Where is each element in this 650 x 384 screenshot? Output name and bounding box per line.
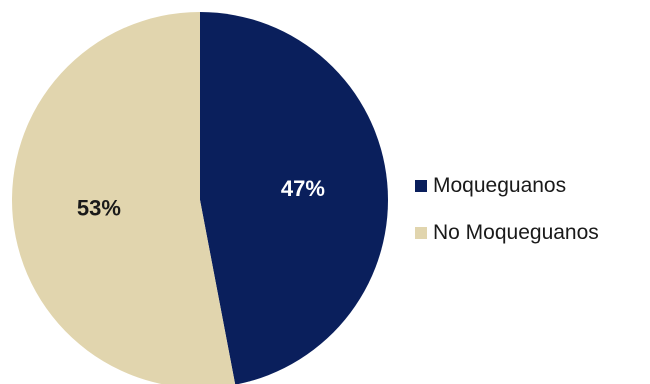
legend-item-moqueguanos: Moqueguanos xyxy=(415,170,599,202)
pie-slices xyxy=(12,12,388,384)
pie-labels: 47% 53% xyxy=(77,176,325,220)
legend-swatch-moqueguanos xyxy=(415,180,427,192)
legend-label-moqueguanos: Moqueguanos xyxy=(433,174,567,197)
legend-item-no-moqueguanos: No Moqueguanos xyxy=(415,217,599,249)
pie-slice-moqueguanos xyxy=(200,12,388,384)
data-label-no-moqueguanos: 53% xyxy=(77,195,121,220)
data-label-moqueguanos: 47% xyxy=(281,176,325,201)
legend: Moqueguanos No Moqueguanos xyxy=(415,170,599,264)
legend-swatch-no-moqueguanos xyxy=(415,227,427,239)
pie-slice-no-moqueguanos xyxy=(12,12,236,384)
legend-label-no-moqueguanos: No Moqueguanos xyxy=(433,221,599,244)
